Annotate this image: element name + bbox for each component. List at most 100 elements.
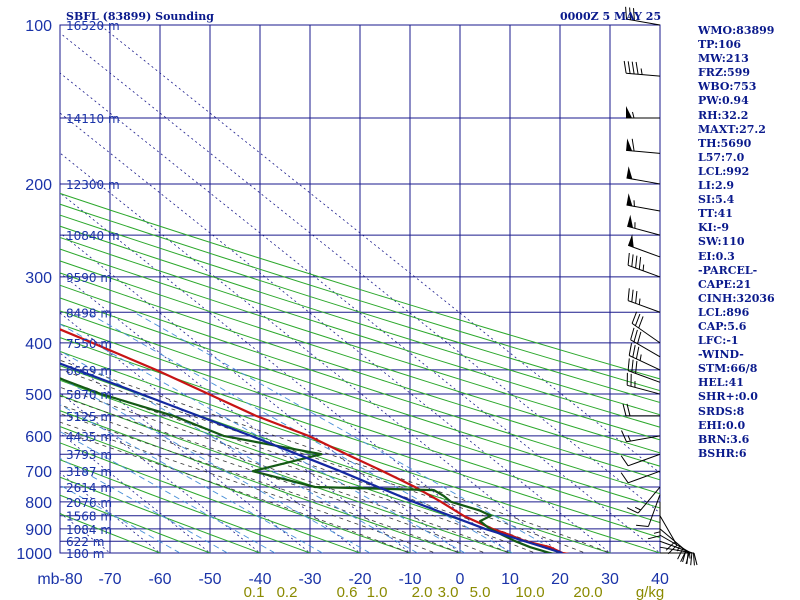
mixing-ratio-label-6: 5.0 — [470, 584, 491, 600]
isotherm--30 — [60, 352, 311, 553]
index-item: CAPE:21 — [698, 277, 752, 291]
index-item: LI:2.9 — [698, 179, 735, 193]
temp-tick-40: 40 — [651, 571, 669, 588]
barb-staff — [647, 494, 661, 527]
index-item: TP:106 — [698, 38, 742, 52]
mixing-ratio-label-1: 0.2 — [277, 584, 298, 600]
temperature-line — [60, 328, 570, 553]
height-label-800: 2076 m — [66, 496, 112, 510]
wind-barb-250 — [627, 214, 661, 236]
barb-pennant — [627, 214, 633, 228]
barb-flag — [638, 257, 642, 270]
barb-flag — [685, 551, 690, 565]
index-item: FRZ:599 — [698, 66, 751, 80]
temp-tick-20: 20 — [551, 571, 569, 588]
wind-barb-425 — [630, 327, 661, 358]
barb-flag — [635, 61, 639, 75]
index-item: EHI:0.0 — [698, 418, 746, 432]
moist-adiabat-20 — [60, 377, 562, 553]
height-label-900: 1084 m — [66, 523, 112, 537]
wind-barb-600 — [621, 430, 661, 443]
wind-barb-275 — [627, 234, 661, 258]
wind-barb-125 — [623, 60, 661, 77]
mixing-ratio-20 — [133, 311, 561, 553]
barb-flag — [633, 8, 635, 21]
height-label-200: 12300 m — [66, 178, 120, 192]
barb-staff — [627, 300, 661, 313]
dry-adiabat-40 — [60, 350, 660, 553]
temp-tick--80: mb-80 — [37, 571, 82, 588]
index-item: SI:5.4 — [698, 193, 735, 207]
mixing-ratio-3 — [60, 350, 418, 553]
mixing-ratio-1 — [60, 404, 323, 553]
parcel-line — [60, 362, 563, 553]
index-item: MW:213 — [698, 52, 749, 66]
temp-tick--20: -20 — [348, 571, 371, 588]
index-item: EI:0.3 — [698, 249, 735, 263]
mixing-ratio-label-2: 0.6 — [337, 584, 358, 600]
dry-adiabat-150 — [60, 214, 660, 404]
moist-adiabat-30 — [60, 359, 612, 553]
barb-flag — [627, 252, 630, 266]
barb-staff — [659, 528, 687, 552]
dry-adiabat-170 — [60, 192, 660, 380]
index-item: SHR+:0.0 — [698, 390, 758, 404]
barb-half-flag — [642, 264, 645, 271]
dry-adiabat-80 — [60, 297, 660, 495]
moist-adiabat--5 — [60, 421, 437, 553]
wind-barb-100 — [625, 6, 661, 26]
barb-flag — [626, 507, 639, 514]
pressure-tick-700: 700 — [25, 464, 52, 481]
index-item: PW:0.94 — [698, 94, 749, 108]
height-label-350: 8498 m — [66, 306, 112, 320]
moist-adiabat--10 — [60, 430, 412, 553]
index-item: LFC:-1 — [698, 334, 739, 348]
barb-flag — [631, 289, 634, 303]
index-item: WMO:83899 — [698, 24, 775, 37]
height-label-450: 6669 m — [66, 364, 112, 378]
mixing-ratio-0.1 — [60, 484, 181, 553]
isotherm-50 — [60, 32, 660, 514]
temp-tick--70: -70 — [98, 571, 121, 588]
wind-barb-800 — [647, 501, 661, 540]
barb-half-flag — [638, 298, 641, 305]
barb-flag — [628, 343, 632, 356]
pressure-tick-300: 300 — [25, 270, 52, 287]
index-item: CINH:32036 — [698, 291, 775, 305]
mixing-ratio-label-7: 10.0 — [515, 584, 544, 600]
dry-adiabat-90 — [60, 284, 660, 481]
pressure-tick-100: 100 — [25, 18, 52, 35]
index-item: -WIND- — [698, 348, 744, 362]
isotherm-0 — [60, 232, 461, 553]
barb-pennant — [626, 193, 633, 207]
mixing-ratio-label-4: 2.0 — [412, 584, 433, 600]
barb-staff — [637, 486, 661, 514]
barb-staff — [627, 384, 661, 395]
mixing-ratio-0.6 — [60, 430, 276, 553]
barb-half-flag — [676, 545, 681, 552]
dry-adiabat--30 — [60, 459, 312, 553]
height-label-550: 5125 m — [66, 410, 112, 424]
barb-staff — [659, 515, 678, 546]
barb-flag — [622, 403, 627, 417]
index-item: BRN:3.6 — [698, 432, 750, 446]
barb-flag — [633, 329, 638, 342]
dry-adiabat-10 — [60, 394, 512, 553]
pressure-tick-1000: 1000 — [16, 546, 52, 563]
barb-half-flag — [634, 506, 641, 511]
barb-flag — [677, 547, 684, 560]
height-label-850: 1568 m — [66, 510, 112, 524]
barb-flag — [690, 552, 693, 566]
barb-staff — [627, 453, 661, 467]
barb-flag — [665, 541, 676, 551]
height-label-600: 4435 m — [66, 430, 112, 444]
temp-tick--10: -10 — [398, 571, 421, 588]
index-item: MAXT:27.2 — [698, 122, 766, 136]
barb-pennant — [626, 138, 633, 151]
height-label-650: 3793 m — [66, 448, 112, 462]
height-label-250: 10840 m — [66, 229, 120, 243]
mixing-ratio-5 — [60, 323, 466, 553]
isotherm--20 — [60, 312, 361, 553]
isotherm--40 — [60, 392, 261, 553]
